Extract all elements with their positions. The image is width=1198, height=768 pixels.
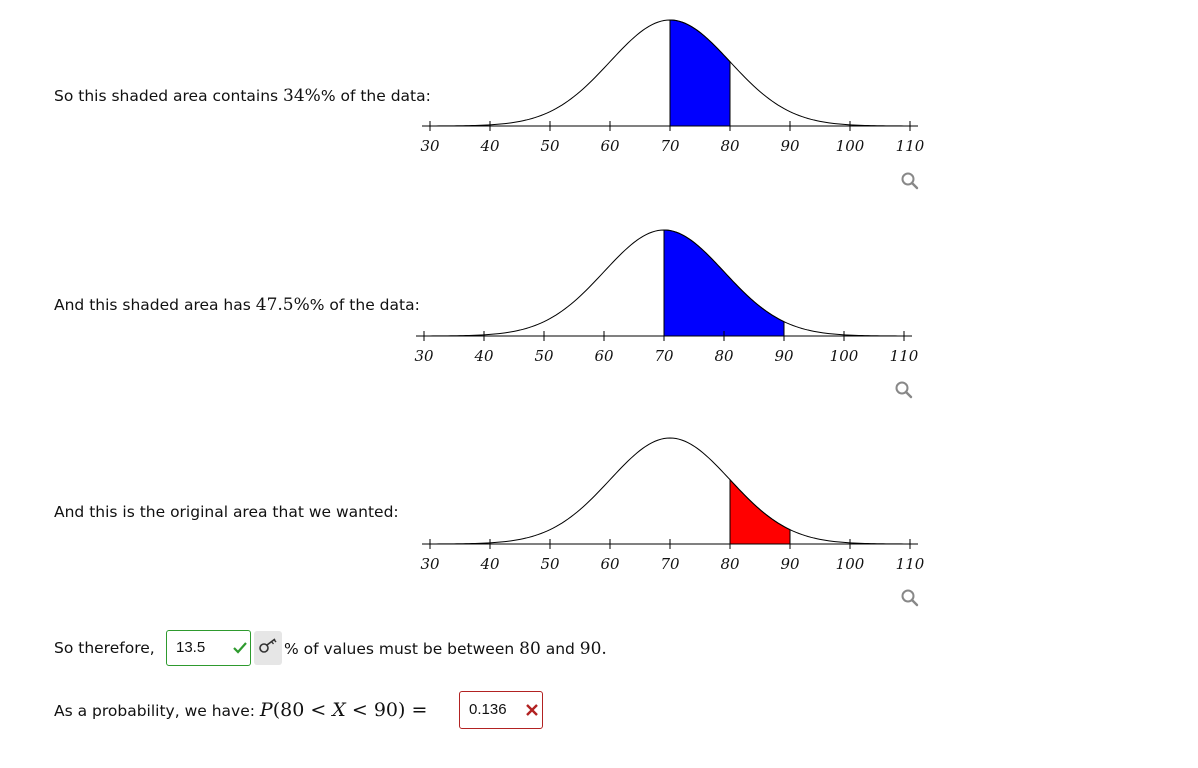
shaded-region: [663, 229, 785, 337]
plot-caption-3: And this is the original area that we wa…: [54, 503, 399, 521]
answer-percent-suffix: % of values must be between 80 and 90.: [284, 639, 607, 659]
normal-curve-plot-2: 30 40 50 60 70 80 90 100 110: [414, 229, 919, 365]
plot-caption-2: And this shaded area has 47.5%% of the d…: [54, 295, 420, 315]
density-curve: [429, 19, 911, 127]
x-tick-label: 60: [594, 347, 614, 365]
x-tick-label: 110: [890, 347, 919, 365]
x-tick-label: 40: [479, 555, 500, 573]
x-tick-label: 40: [473, 347, 494, 365]
density-curve: [429, 437, 911, 545]
plot-caption-1: So this shaded area contains 34%% of the…: [54, 86, 431, 106]
check-icon: [232, 640, 248, 660]
x-tick-label: 50: [540, 137, 560, 155]
answer-percent-row: So therefore,: [54, 639, 155, 657]
magnifier-icon[interactable]: [894, 380, 914, 400]
key-icon[interactable]: [254, 631, 282, 665]
magnifier-icon[interactable]: [900, 171, 920, 191]
x-tick-label: 30: [420, 137, 440, 155]
x-tick-label: 80: [714, 347, 734, 365]
x-tick-label: 30: [414, 347, 434, 365]
x-tick-label: 90: [780, 137, 800, 155]
x-tick-label: 110: [896, 555, 925, 573]
x-tick-label: 90: [780, 555, 800, 573]
magnifier-icon[interactable]: [900, 588, 920, 608]
normal-curve-plot-1: 30 40 50 60 70 80 90 100 110: [420, 19, 925, 155]
density-curve: [423, 229, 905, 337]
x-tick-label: 50: [534, 347, 554, 365]
percent-value: 47.5: [255, 295, 294, 315]
x-tick-label: 50: [540, 555, 560, 573]
x-tick-label: 60: [600, 555, 620, 573]
x-tick-label: 100: [836, 137, 865, 155]
x-tick-label: 60: [600, 137, 620, 155]
x-tick-label: 110: [896, 137, 925, 155]
percent-value: 34: [283, 86, 305, 106]
x-tick-label: 70: [660, 137, 680, 155]
x-tick-label: 70: [660, 555, 680, 573]
percent-answer-input[interactable]: 13.5: [166, 630, 251, 666]
probability-answer-input[interactable]: 0.136: [459, 691, 543, 729]
x-tick-label: 100: [836, 555, 865, 573]
shaded-region: [669, 19, 731, 127]
normal-curve-plot-3: 30 40 50 60 70 80 90 100 110: [420, 437, 925, 573]
x-tick-label: 30: [420, 555, 440, 573]
x-tick-label: 70: [654, 347, 674, 365]
answer-probability-row: As a probability, we have: P(80 < X < 90…: [54, 699, 428, 721]
x-tick-label: 80: [720, 137, 740, 155]
x-tick-label: 40: [479, 137, 500, 155]
cross-icon: [525, 703, 539, 721]
x-tick-label: 100: [830, 347, 859, 365]
x-tick-label: 90: [774, 347, 794, 365]
x-tick-label: 80: [720, 555, 740, 573]
